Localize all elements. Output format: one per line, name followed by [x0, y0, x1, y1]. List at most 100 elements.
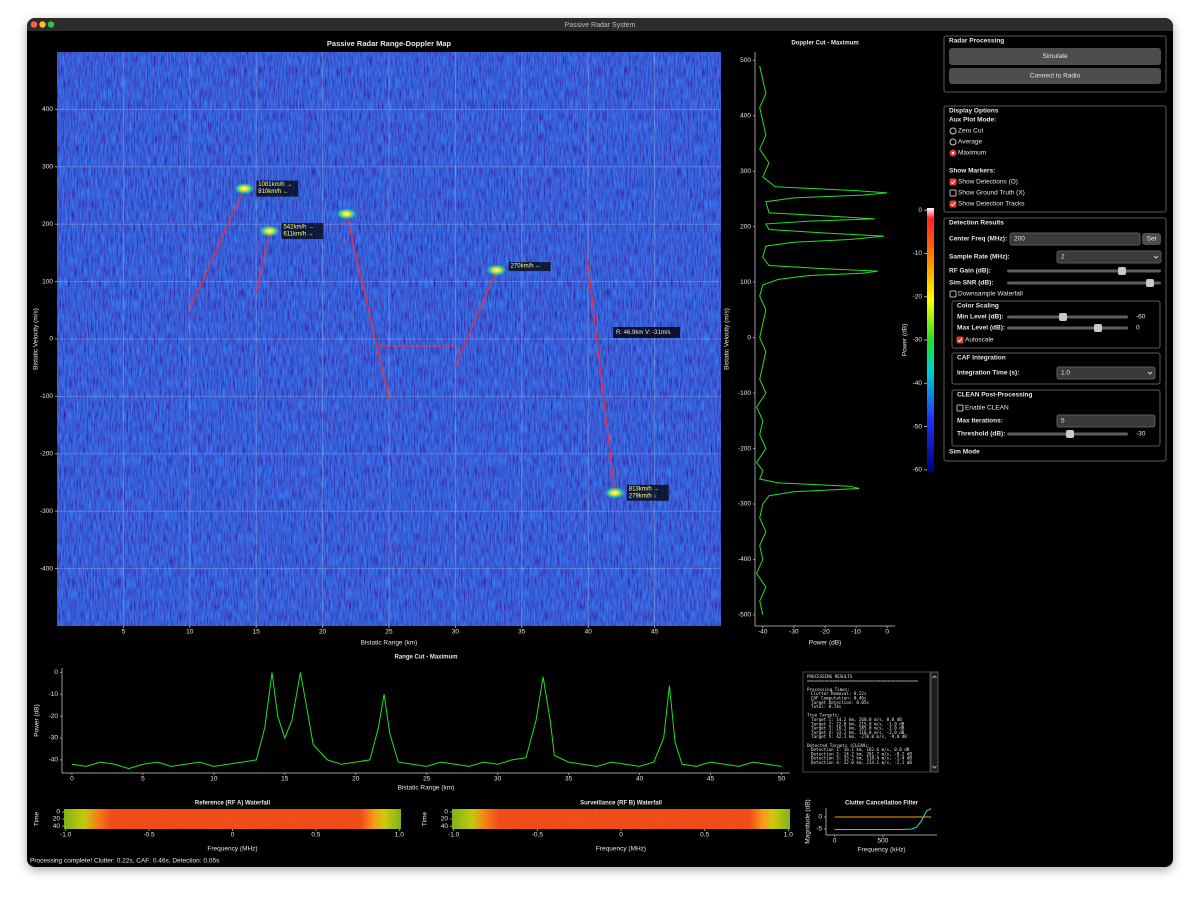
y-tick-label: 400	[740, 112, 751, 119]
field-label: Show Detection Tracks	[958, 201, 1025, 208]
x-tick-label: 30	[494, 776, 502, 783]
x-tick-label: 0	[885, 629, 889, 636]
field-label: Sim SNR (dB):	[949, 280, 993, 287]
slider-handle[interactable]	[1066, 430, 1074, 438]
map-overlay: 1081km/h →810km/h ← 542km/h →611km/h → 270…	[189, 180, 669, 501]
slider-track[interactable]	[1007, 315, 1128, 319]
y-tick-label: -100	[738, 390, 751, 397]
zoom-button[interactable]	[47, 21, 55, 28]
colorbar-tick-label: -30	[913, 337, 923, 344]
slider-handle[interactable]	[1059, 313, 1067, 321]
dropdown[interactable]	[1056, 250, 1162, 264]
colorbar-tick-label: -60	[913, 467, 923, 474]
field-label: Max Level (dB):	[957, 325, 1005, 332]
track	[189, 188, 245, 310]
slider-handle[interactable]	[1146, 279, 1154, 287]
slider-track[interactable]	[1007, 269, 1161, 273]
dropdown[interactable]	[1056, 366, 1156, 380]
checkbox[interactable]	[956, 336, 964, 344]
target	[604, 487, 625, 499]
x-tick-label: -40	[758, 629, 768, 636]
field-label: Aux Plot Mode:	[949, 117, 996, 124]
y-tick-label: 200	[42, 221, 53, 228]
trace	[71, 672, 782, 770]
y-tick-label: -300	[738, 501, 751, 508]
group-title: Radar Processing	[949, 38, 1004, 45]
field-label: Enable CLEAN	[965, 405, 1009, 412]
target-label-box	[626, 484, 669, 501]
button-face	[949, 68, 1161, 84]
x-tick-label: 0	[231, 832, 235, 839]
field-label: Show Ground Truth (X)	[958, 190, 1025, 197]
checkbox[interactable]	[949, 290, 957, 298]
chart-title: Passive Radar Range-Doppler Map	[327, 39, 452, 48]
results-line: Target 5: 42.1 km, -270.0 m/s, -9.0 dB	[811, 734, 907, 739]
button[interactable]: Connect to Radio	[949, 68, 1161, 84]
results-line: Total: 0.74s	[811, 704, 842, 709]
x-tick-label: 0	[833, 838, 837, 845]
track	[255, 230, 271, 294]
y-tick-label: 20	[53, 816, 61, 823]
button[interactable]: Set	[1142, 233, 1161, 245]
checkbox[interactable]	[949, 189, 957, 197]
track	[454, 269, 498, 367]
target-label: 279km/h ↓	[629, 493, 657, 499]
results-line: Detection 2: 14.2 km, 261.7 m/s, -0.2 dB	[811, 751, 912, 756]
results-line: Detection 1: 16.1 km, 182.6 m/s, 0.0 dB	[811, 747, 910, 752]
y-tick-label: 0	[49, 336, 53, 343]
checkbox[interactable]	[956, 404, 964, 412]
waterfall-noise	[452, 809, 790, 829]
x-tick-label: 45	[651, 629, 659, 636]
results-title: PROCESSING RESULTS	[807, 674, 853, 679]
results-heading: True Targets:	[807, 713, 840, 718]
field-label: Max Iterations:	[957, 418, 1003, 425]
radio[interactable]	[949, 127, 957, 135]
results-scrollbar[interactable]	[930, 671, 939, 773]
group-box	[951, 300, 1161, 349]
slider-track[interactable]	[1007, 326, 1128, 330]
field-label: RF Gain (dB):	[949, 268, 991, 275]
results-rule: ========================================…	[807, 678, 918, 683]
close-button[interactable]	[30, 21, 38, 28]
slider-handle[interactable]	[1094, 324, 1102, 332]
field-label: Autoscale	[965, 337, 994, 344]
x-axis-label: Frequency (MHz)	[207, 846, 257, 853]
field-value: 2	[1061, 254, 1065, 261]
x-tick-label: 10	[186, 629, 194, 636]
chart: Reference (RF A) Waterfall Frequency (MHz…	[34, 801, 405, 853]
radio[interactable]	[949, 138, 957, 146]
scroll-down[interactable]	[932, 765, 937, 769]
field-label: Sim Mode	[949, 449, 980, 456]
x-tick-label: 20	[352, 776, 360, 783]
results-line: Target 2: 22.0 km, 215.0 m/s, -1.0 dB	[811, 721, 905, 726]
check-mark	[950, 202, 956, 207]
colorbar-tick-label: -20	[913, 293, 923, 300]
scroll-up[interactable]	[932, 675, 937, 679]
results-heading: Processing Times:	[807, 687, 850, 692]
checkbox[interactable]	[949, 200, 957, 208]
text-field[interactable]	[1009, 232, 1141, 246]
field-label: -30	[1136, 431, 1146, 438]
y-tick-label: -400	[40, 565, 53, 572]
x-tick-label: 15	[281, 776, 289, 783]
y-tick-label: 100	[42, 278, 53, 285]
checkbox[interactable]	[949, 178, 957, 186]
minimize-button[interactable]	[39, 21, 46, 28]
colorbar	[927, 208, 934, 472]
results-line: CAF Computation: 0.46s	[811, 696, 867, 701]
text-field[interactable]	[1056, 414, 1156, 428]
trace	[755, 65, 888, 616]
y-tick-label: -200	[40, 451, 53, 458]
x-tick-label: 1.0	[395, 832, 404, 839]
slider-track[interactable]	[1007, 281, 1161, 285]
slider-handle[interactable]	[1118, 267, 1126, 275]
results-box	[802, 671, 931, 773]
x-tick-label: -0.5	[143, 832, 155, 839]
x-tick-label: -20	[820, 629, 830, 636]
button[interactable]: Simulate	[949, 48, 1161, 65]
field-value: 5	[1061, 418, 1065, 425]
target-label: 270km/h ←	[511, 264, 542, 270]
y-tick-label: -5	[816, 826, 822, 833]
target-label: 813km/h →	[629, 486, 660, 492]
target-label: 1081km/h →	[258, 182, 292, 188]
